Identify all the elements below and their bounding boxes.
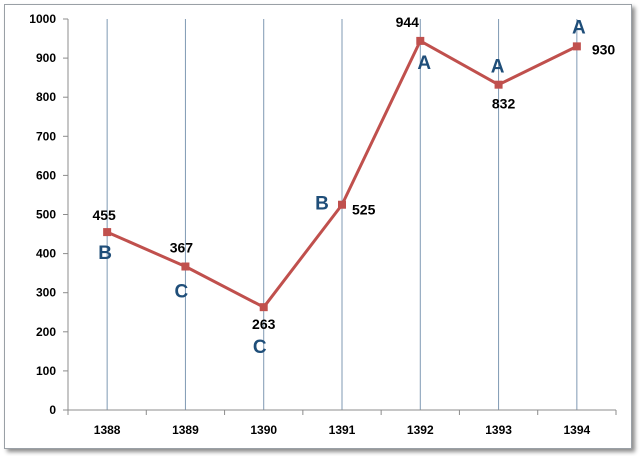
y-tick-label-800: 800 <box>36 90 56 104</box>
y-tick-label-700: 700 <box>36 129 56 143</box>
data-label-1394: 930 <box>592 41 616 57</box>
y-tick-label-400: 400 <box>36 247 56 261</box>
grade-annotation-1394: A <box>572 17 586 38</box>
data-label-1391: 525 <box>352 202 376 218</box>
series <box>103 36 581 312</box>
x-tick-label-1389: 1389 <box>172 423 199 437</box>
data-label-1388: 455 <box>92 207 116 223</box>
x-tick-label-1392: 1392 <box>407 423 434 437</box>
y-tick-label-0: 0 <box>49 403 56 417</box>
x-tick-label-1390: 1390 <box>250 423 277 437</box>
data-label-1390: 263 <box>252 316 276 332</box>
y-tick-label-300: 300 <box>36 286 56 300</box>
data-point-1390 <box>259 303 268 312</box>
axes: 0 100 200 300 400 500 600 700 800 900 1000 1388 1389… <box>29 12 617 437</box>
gridlines <box>106 19 578 410</box>
data-point-1393 <box>494 80 503 89</box>
chart-frame <box>4 4 632 449</box>
x-tick-label-1394: 1394 <box>564 423 591 437</box>
data-label-1392: 944 <box>396 14 420 30</box>
data-label-1393: 832 <box>492 96 516 112</box>
data-point-1388 <box>103 228 112 237</box>
y-tick-label-900: 900 <box>36 51 56 65</box>
data-point-1394 <box>572 42 581 51</box>
x-tick-label-1388: 1388 <box>94 423 121 437</box>
grade-annotation-1388: B <box>98 243 112 264</box>
y-tick-label-1000: 1000 <box>29 12 56 26</box>
data-point-1389 <box>181 262 190 271</box>
grade-annotation-1393: A <box>491 57 505 78</box>
data-point-1391 <box>338 200 346 209</box>
x-tick-label-1393: 1393 <box>485 423 512 437</box>
grade-annotation-1390: C <box>253 337 267 358</box>
grade-annotation-1389: C <box>175 282 189 303</box>
grade-annotation-1391: B <box>315 194 329 215</box>
y-tick-label-100: 100 <box>36 364 56 378</box>
y-tick-label-500: 500 <box>36 208 56 222</box>
grade-annotation-1392: A <box>417 53 431 74</box>
y-tick-label-600: 600 <box>36 168 56 182</box>
data-point-1392 <box>416 36 425 45</box>
data-label-1389: 367 <box>170 240 194 256</box>
y-tick-label-200: 200 <box>36 325 56 339</box>
labels: 455 B 367 C 263 C 525 B 944 A 832 A 930 A <box>92 14 615 358</box>
x-tick-label-1391: 1391 <box>329 423 356 437</box>
